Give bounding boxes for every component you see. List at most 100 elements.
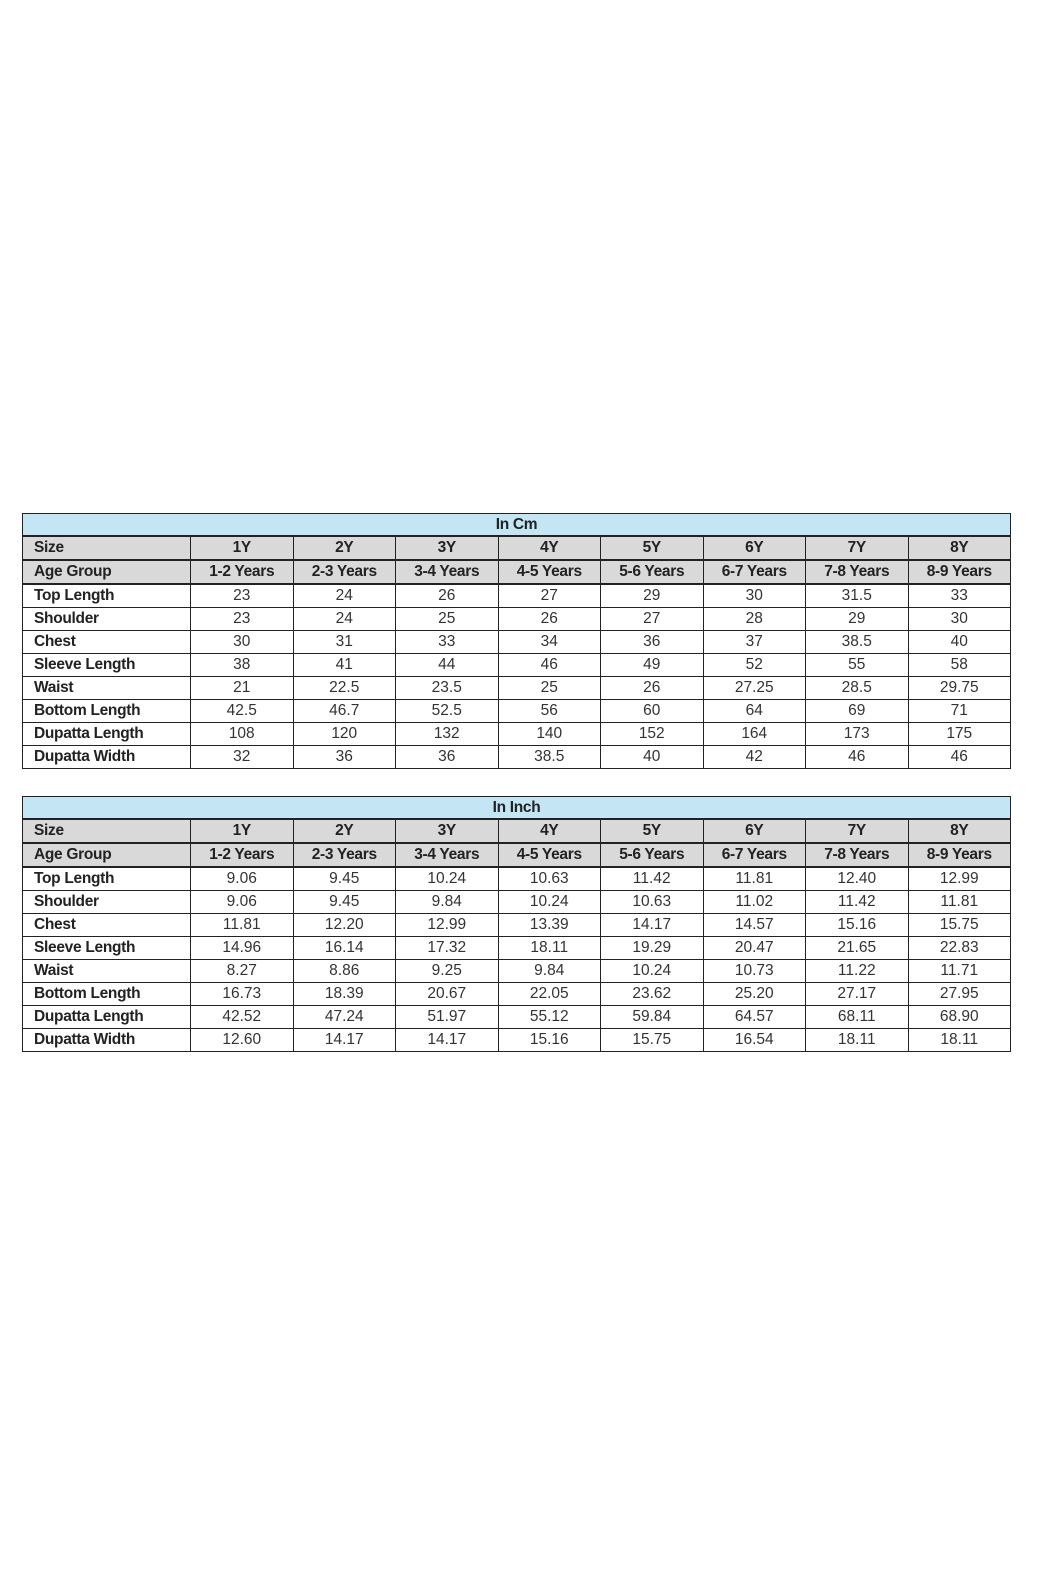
table-cell: 36 [292, 745, 396, 769]
table-title: In Inch [22, 796, 1011, 820]
table-cell: 15.75 [600, 1028, 704, 1052]
table-cell: 3Y [395, 535, 499, 561]
row-label: Dupatta Length [22, 1005, 191, 1029]
table-cell: 18.11 [805, 1028, 909, 1052]
row-label: Top Length [22, 866, 191, 891]
table-row: Shoulder 9.06 9.45 9.84 10.24 10.63 11.02 11.42… [22, 890, 1011, 914]
table-cell: 12.20 [292, 913, 396, 937]
table-cell: 173 [805, 722, 909, 746]
table-cell: 28.5 [805, 676, 909, 700]
header-row: Age Group 1-2 Years 2-3 Years 3-4 Years 4-5 … [22, 842, 1011, 868]
table-cell: 30 [190, 630, 294, 654]
table-cell: 31.5 [805, 583, 909, 608]
size-chart-inch-table: In Inch Size 1Y 2Y 3Y 4Y 5Y 6Y 7Y 8Y Age Group 1-2 … [22, 796, 1011, 1052]
table-cell: 11.02 [702, 890, 806, 914]
table-cell: 3Y [395, 818, 499, 844]
table-cell: 40 [907, 630, 1011, 654]
table-cell: 27 [600, 607, 704, 631]
table-cell: 64 [702, 699, 806, 723]
table-cell: 30 [907, 607, 1011, 631]
table-cell: 44 [395, 653, 499, 677]
row-label: Top Length [22, 583, 191, 608]
table-cell: 2-3 Years [292, 842, 396, 868]
row-label: Chest [22, 630, 191, 654]
table-cell: 22.83 [907, 936, 1011, 960]
table-cell: 38.5 [805, 630, 909, 654]
table-cell: 27 [497, 583, 601, 608]
table-cell: 52.5 [395, 699, 499, 723]
table-cell: 9.45 [292, 890, 396, 914]
table-row: Top Length 9.06 9.45 10.24 10.63 11.42 11.81 12… [22, 866, 1011, 891]
table-cell: 17.32 [395, 936, 499, 960]
table-cell: 7-8 Years [805, 559, 909, 585]
table-cell: 164 [702, 722, 806, 746]
table-row: Sleeve Length 14.96 16.14 17.32 18.11 19.29 20… [22, 936, 1011, 960]
table-cell: 36 [600, 630, 704, 654]
table-cell: 152 [600, 722, 704, 746]
table-cell: 11.71 [907, 959, 1011, 983]
table-cell: 23.5 [395, 676, 499, 700]
table-cell: 14.17 [292, 1028, 396, 1052]
table-cell: 24 [292, 583, 396, 608]
table-cell: 140 [497, 722, 601, 746]
table-cell: 30 [702, 583, 806, 608]
size-chart-cm-table: In Cm Size 1Y 2Y 3Y 4Y 5Y 6Y 7Y 8Y Age Group 1-2 Ye… [22, 513, 1011, 769]
table-cell: 52 [702, 653, 806, 677]
table-cell: 11.81 [702, 866, 806, 891]
table-cell: 25 [395, 607, 499, 631]
table-cell: 21 [190, 676, 294, 700]
table-cell: 15.16 [805, 913, 909, 937]
table-cell: 8-9 Years [907, 559, 1011, 585]
table-cell: 31 [292, 630, 396, 654]
table-cell: 28 [702, 607, 806, 631]
row-label: Size [22, 535, 191, 561]
table-cell: 26 [600, 676, 704, 700]
table-row: Waist 21 22.5 23.5 25 26 27.25 28.5 29.75 [22, 676, 1011, 700]
row-label: Bottom Length [22, 699, 191, 723]
table-cell: 36 [395, 745, 499, 769]
table-cell: 40 [600, 745, 704, 769]
table-cell: 8-9 Years [907, 842, 1011, 868]
table-cell: 69 [805, 699, 909, 723]
table-cell: 20.67 [395, 982, 499, 1006]
table-cell: 33 [907, 583, 1011, 608]
row-label: Shoulder [22, 890, 191, 914]
table-cell: 6Y [702, 818, 806, 844]
table-cell: 11.81 [907, 890, 1011, 914]
table-row: Chest 11.81 12.20 12.99 13.39 14.17 14.57 15.16… [22, 913, 1011, 937]
table-cell: 33 [395, 630, 499, 654]
table-cell: 11.42 [600, 866, 704, 891]
table-cell: 2-3 Years [292, 559, 396, 585]
table-title-row: In Inch [22, 796, 1011, 820]
table-cell: 9.45 [292, 866, 396, 891]
table-cell: 14.17 [395, 1028, 499, 1052]
table-row: Waist 8.27 8.86 9.25 9.84 10.24 10.73 11.22 11.7… [22, 959, 1011, 983]
row-label: Bottom Length [22, 982, 191, 1006]
table-cell: 46 [497, 653, 601, 677]
table-cell: 10.63 [600, 890, 704, 914]
table-cell: 24 [292, 607, 396, 631]
table-cell: 51.97 [395, 1005, 499, 1029]
table-cell: 9.84 [497, 959, 601, 983]
table-cell: 29.75 [907, 676, 1011, 700]
table-cell: 21.65 [805, 936, 909, 960]
table-cell: 23.62 [600, 982, 704, 1006]
table-cell: 15.16 [497, 1028, 601, 1052]
table-cell: 2Y [292, 535, 396, 561]
table-cell: 12.60 [190, 1028, 294, 1052]
table-cell: 8.27 [190, 959, 294, 983]
table-cell: 25.20 [702, 982, 806, 1006]
table-cell: 19.29 [600, 936, 704, 960]
table-cell: 20.47 [702, 936, 806, 960]
row-label: Dupatta Length [22, 722, 191, 746]
table-cell: 41 [292, 653, 396, 677]
table-cell: 46 [907, 745, 1011, 769]
table-cell: 108 [190, 722, 294, 746]
table-cell: 11.81 [190, 913, 294, 937]
table-cell: 68.11 [805, 1005, 909, 1029]
table-cell: 27.95 [907, 982, 1011, 1006]
table-cell: 9.25 [395, 959, 499, 983]
table-cell: 10.63 [497, 866, 601, 891]
table-cell: 47.24 [292, 1005, 396, 1029]
table-cell: 10.24 [600, 959, 704, 983]
